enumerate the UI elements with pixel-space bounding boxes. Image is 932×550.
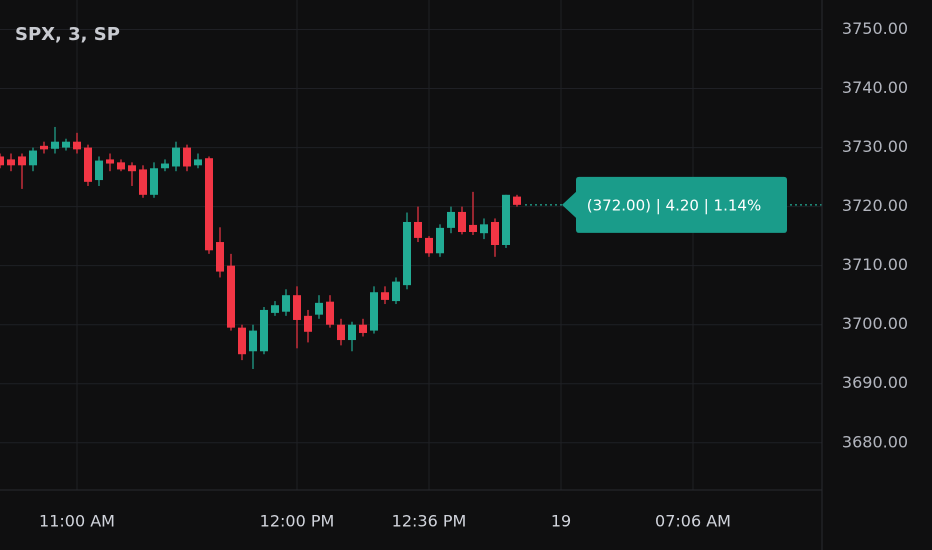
y-tick-label: 3730.00 <box>842 137 908 156</box>
candle-body <box>7 159 15 166</box>
y-tick-label: 3750.00 <box>842 19 908 38</box>
candle-body <box>106 159 114 164</box>
candle-body <box>513 196 521 205</box>
candle-body <box>315 302 323 315</box>
candle-body <box>469 224 477 233</box>
candle-body <box>348 324 356 341</box>
chart-title: SPX, 3, SP <box>15 24 120 45</box>
x-tick-label: 12:36 PM <box>392 512 467 531</box>
candle-body <box>436 227 444 254</box>
candle-body <box>172 147 180 167</box>
candle-body <box>73 141 81 150</box>
candle-body <box>502 194 510 245</box>
candle-body <box>326 301 334 325</box>
y-tick-label: 3740.00 <box>842 78 908 97</box>
price-label: (372.00) | 4.20 | 1.14% <box>587 196 761 214</box>
candle-body <box>205 158 213 251</box>
y-tick-label: 3690.00 <box>842 373 908 392</box>
candle-body <box>491 221 499 245</box>
candle-body <box>425 237 433 254</box>
candle-body <box>183 147 191 167</box>
candle-body <box>194 159 202 166</box>
candle-body <box>0 156 4 166</box>
grid <box>0 0 822 490</box>
candle-body <box>304 315 312 332</box>
y-tick-label: 3700.00 <box>842 314 908 333</box>
candle-body <box>249 330 257 352</box>
candle-body <box>414 221 422 238</box>
candle-body <box>282 295 290 312</box>
candle-body <box>403 221 411 286</box>
y-tick-label: 3710.00 <box>842 255 908 274</box>
y-tick-label: 3720.00 <box>842 196 908 215</box>
x-tick-label: 07:06 AM <box>655 512 731 531</box>
candles: (372.00) | 4.20 | 1.14% <box>0 126 822 369</box>
y-tick-label: 3680.00 <box>842 432 908 451</box>
candle-body <box>271 305 279 313</box>
candle-body <box>139 169 147 195</box>
candle-body <box>392 281 400 302</box>
candle-body <box>117 162 125 170</box>
candle-body <box>359 324 367 333</box>
candle-body <box>150 168 158 195</box>
candle-body <box>227 265 235 328</box>
axis-labels: 3680.00 3690.00 3700.00 3710.00 3720.00 3730.… <box>39 19 908 530</box>
price-bubble <box>562 176 787 233</box>
x-tick-label: 19 <box>551 512 571 531</box>
candle-body <box>161 163 169 169</box>
candle-body <box>216 242 224 272</box>
candle-body <box>480 224 488 234</box>
x-tick-label: 11:00 AM <box>39 512 115 531</box>
candle-body <box>18 156 26 166</box>
candle-body <box>447 211 455 228</box>
candle-body <box>458 211 466 233</box>
candle-body <box>370 292 378 331</box>
candle-body <box>62 141 70 148</box>
x-tick-label: 12:00 PM <box>260 512 335 531</box>
candle-body <box>84 147 92 182</box>
candle-body <box>381 292 389 300</box>
candle-body <box>337 324 345 341</box>
candle-body <box>95 160 103 181</box>
candle-body <box>29 150 37 166</box>
candle-body <box>128 165 136 172</box>
candle-body <box>51 141 59 149</box>
candle-body <box>260 309 268 352</box>
candle-body <box>40 145 48 150</box>
candle-body <box>293 295 301 320</box>
candle-body <box>238 327 246 355</box>
